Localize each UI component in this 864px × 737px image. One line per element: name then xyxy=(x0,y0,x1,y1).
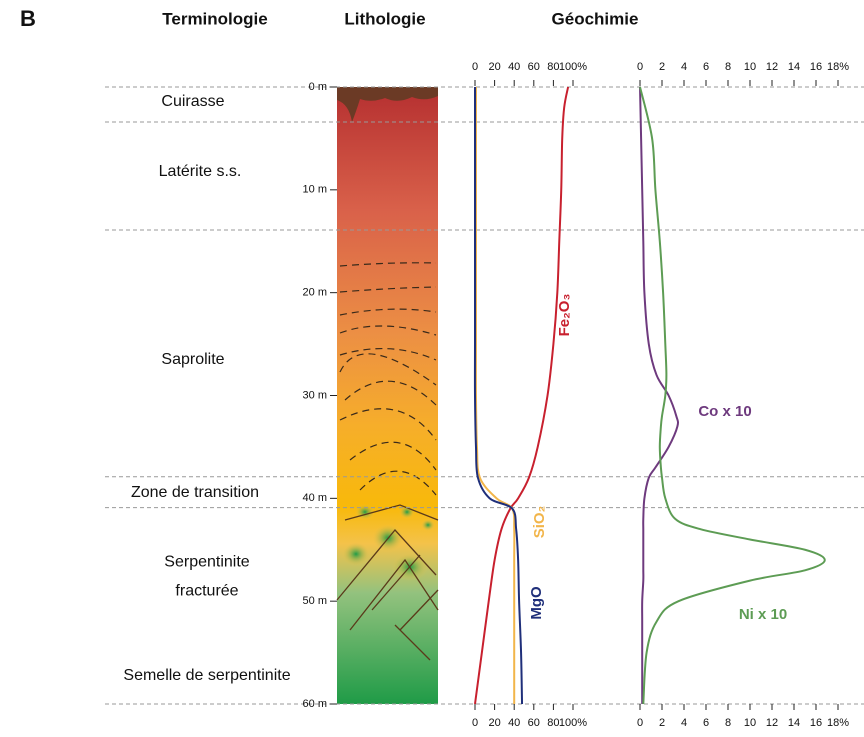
x-tick-label: 100% xyxy=(559,717,587,729)
x-tick-label: 10 xyxy=(744,61,756,73)
x-tick-label: 8 xyxy=(725,61,731,73)
figure: B Terminologie Lithologie Géochimie xyxy=(0,0,864,732)
depth-tick-label: 60 m xyxy=(303,698,327,710)
x-tick-label: 16 xyxy=(810,717,822,729)
series-line xyxy=(476,87,514,704)
depth-tick-label: 20 m xyxy=(303,287,327,299)
series-label: MgO xyxy=(528,586,545,620)
x-tick-label: 80 xyxy=(547,717,559,729)
x-tick-label: 16 xyxy=(810,61,822,73)
lithology-column xyxy=(337,87,438,704)
x-tick-label: 4 xyxy=(681,717,687,729)
depth-tick-label: 40 m xyxy=(303,492,327,504)
x-tick-label: 0 xyxy=(472,61,478,73)
zone-label: Saprolite xyxy=(161,351,224,368)
zone-label: Serpentinite xyxy=(164,554,249,571)
x-tick-label: 14 xyxy=(788,61,800,73)
x-tick-label: 0 xyxy=(637,61,643,73)
x-tick-label: 0 xyxy=(637,717,643,729)
series-line xyxy=(475,87,568,704)
x-tick-label: 40 xyxy=(508,717,520,729)
zone-label: Cuirasse xyxy=(161,93,224,110)
x-tick-label: 40 xyxy=(508,61,520,73)
zone-label: Zone de transition xyxy=(131,484,259,501)
series-label: Fe₂O₃ xyxy=(556,294,573,337)
panel-label: B xyxy=(20,6,36,31)
series-label: Co x 10 xyxy=(698,403,751,420)
x-tick-label: 20 xyxy=(488,61,500,73)
x-tick-label: 80 xyxy=(547,61,559,73)
heading: Terminologie xyxy=(162,9,267,28)
series-line xyxy=(640,87,678,704)
x-tick-label: 18% xyxy=(827,61,849,73)
x-tick-label: 18% xyxy=(827,717,849,729)
x-tick-label: 4 xyxy=(681,61,687,73)
x-tick-label: 12 xyxy=(766,717,778,729)
x-tick-label: 0 xyxy=(472,717,478,729)
depth-tick-label: 50 m xyxy=(303,595,327,607)
x-tick-label: 14 xyxy=(788,717,800,729)
depth-tick-label: 0 m xyxy=(309,81,327,93)
x-tick-label: 2 xyxy=(659,61,665,73)
x-tick-label: 20 xyxy=(488,717,500,729)
x-tick-label: 6 xyxy=(703,61,709,73)
depth-tick-label: 30 m xyxy=(303,389,327,401)
zone-label: Semelle de serpentinite xyxy=(123,667,290,684)
x-tick-label: 6 xyxy=(703,717,709,729)
x-tick-label: 8 xyxy=(725,717,731,729)
x-tick-label: 100% xyxy=(559,61,587,73)
series-label: Ni x 10 xyxy=(739,606,787,623)
x-tick-label: 12 xyxy=(766,61,778,73)
x-tick-label: 10 xyxy=(744,717,756,729)
zone-label: fracturée xyxy=(175,583,238,600)
x-tick-label: 2 xyxy=(659,717,665,729)
x-tick-label: 60 xyxy=(528,61,540,73)
depth-tick-label: 10 m xyxy=(303,184,327,196)
series-label: SiO₂ xyxy=(531,506,548,539)
heading: Géochimie xyxy=(552,9,639,28)
heading: Lithologie xyxy=(344,9,425,28)
x-tick-label: 60 xyxy=(528,717,540,729)
zone-label: Latérite s.s. xyxy=(159,163,242,180)
